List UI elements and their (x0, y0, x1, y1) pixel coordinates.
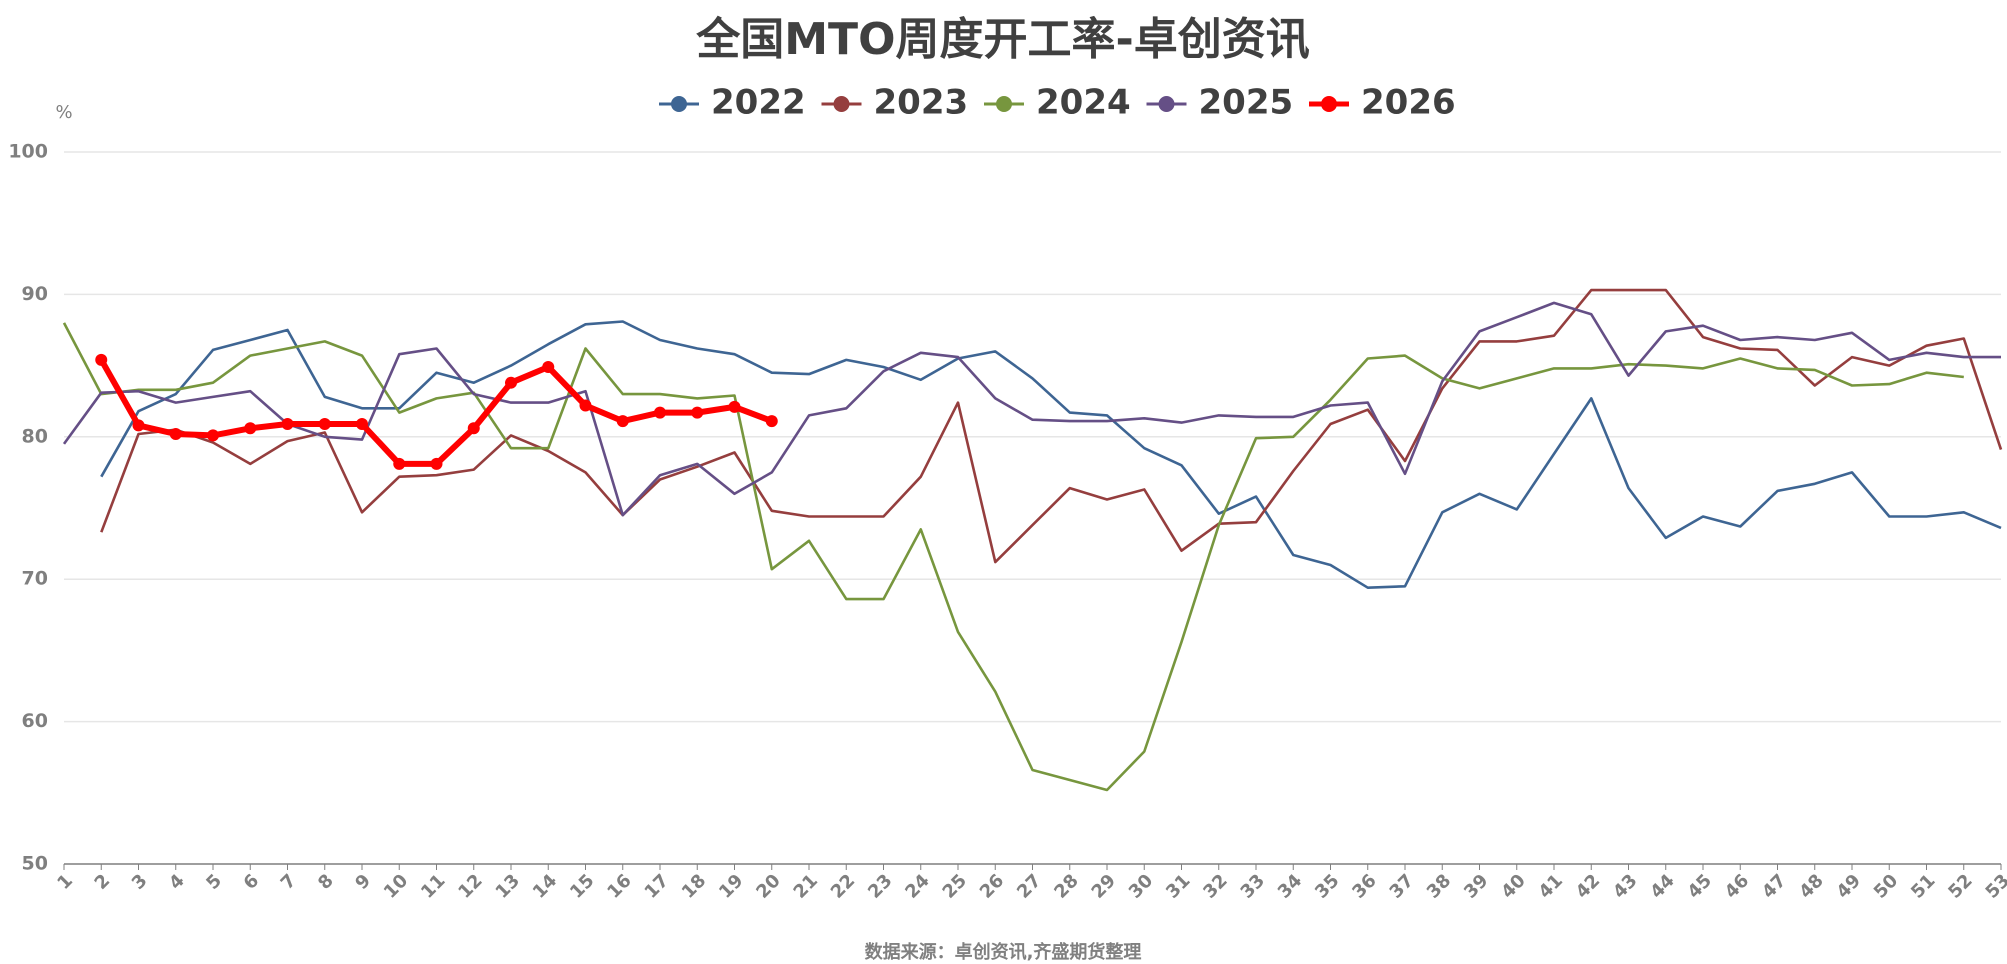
legend-marker (1321, 96, 1337, 112)
y-tick-label: 100 (8, 141, 48, 163)
x-tick-label: 38 (1423, 870, 1456, 903)
data-point (654, 406, 666, 419)
data-point (691, 406, 704, 419)
x-tick-label: 8 (314, 870, 338, 894)
legend-label: 2024 (1036, 83, 1131, 123)
x-tick-label: 44 (1646, 870, 1679, 903)
x-tick-label: 19 (715, 870, 748, 903)
legend-label: 2022 (711, 83, 806, 123)
data-point (579, 399, 592, 412)
x-tick-label: 20 (752, 870, 785, 903)
data-point (728, 400, 741, 413)
x-tick-label: 7 (277, 870, 301, 894)
x-tick-label: 21 (789, 870, 822, 903)
x-tick-label: 40 (1497, 870, 1530, 903)
x-tick-label: 28 (1050, 870, 1083, 903)
x-tick-label: 2 (91, 870, 115, 894)
x-tick-label: 49 (1833, 870, 1866, 903)
x-tick-label: 6 (240, 870, 264, 894)
x-tick-label: 47 (1758, 870, 1791, 903)
legend-label: 2026 (1361, 83, 1456, 123)
x-tick-label: 42 (1572, 870, 1605, 903)
x-tick-label: 25 (938, 870, 971, 903)
legend-marker (1158, 96, 1175, 112)
series-line (62, 301, 2001, 517)
x-tick-label: 53 (1982, 870, 2007, 903)
x-tick-label: 41 (1535, 870, 1568, 903)
y-tick-label: 70 (22, 568, 48, 590)
x-tick-label: 9 (351, 870, 375, 894)
x-tick-label: 29 (1088, 870, 1121, 903)
x-tick-label: 12 (454, 870, 487, 903)
x-tick-label: 13 (491, 870, 524, 903)
x-tick-label: 10 (380, 870, 413, 903)
x-tick-label: 11 (417, 870, 450, 903)
legend-marker (671, 96, 687, 112)
x-tick-label: 37 (1386, 870, 1419, 903)
legend-marker (996, 96, 1012, 112)
data-point (467, 422, 480, 435)
x-tick-label: 15 (566, 870, 599, 903)
x-tick-label: 14 (529, 870, 562, 903)
data-point (132, 419, 145, 432)
data-point (616, 415, 629, 428)
data-point (281, 417, 294, 430)
series-line (100, 288, 2003, 564)
y-tick-label: 90 (22, 283, 48, 305)
x-tick-label: 16 (603, 870, 636, 903)
x-tick-label: 27 (1013, 870, 1046, 903)
x-tick-label: 46 (1721, 870, 1754, 903)
y-tick-label: 60 (22, 710, 48, 732)
data-point (430, 457, 443, 470)
x-tick-label: 50 (1870, 870, 1903, 903)
x-tick-label: 1 (53, 870, 77, 894)
data-point (95, 353, 108, 366)
x-tick-label: 52 (1944, 870, 1977, 903)
x-tick-label: 26 (976, 870, 1009, 903)
legend-label: 2025 (1199, 83, 1294, 123)
x-tick-label: 30 (1125, 870, 1158, 903)
data-point (356, 417, 368, 430)
legend-label: 2023 (874, 83, 969, 123)
x-tick-label: 5 (202, 870, 226, 894)
x-tick-label: 32 (1199, 870, 1232, 903)
x-tick-label: 36 (1348, 870, 1381, 903)
data-point (207, 429, 219, 442)
data-point (318, 417, 331, 430)
source-note: 数据来源：卓创资讯,齐盛期货整理 (865, 941, 1142, 963)
y-tick-label: 80 (22, 425, 48, 447)
series-line (62, 322, 1964, 792)
x-tick-label: 22 (827, 870, 860, 903)
x-tick-label: 17 (640, 870, 673, 903)
x-tick-label: 3 (128, 870, 152, 894)
legend-marker (833, 96, 850, 112)
series-line (100, 320, 2002, 589)
x-tick-label: 48 (1795, 870, 1828, 903)
data-point (169, 427, 182, 440)
series-line (98, 358, 773, 467)
x-tick-label: 34 (1274, 870, 1307, 903)
x-tick-label: 18 (678, 870, 711, 903)
x-tick-label: 51 (1907, 870, 1940, 903)
data-point (244, 422, 257, 435)
x-tick-label: 23 (864, 870, 897, 903)
y-axis-label: % (55, 102, 72, 123)
x-tick-label: 39 (1460, 870, 1493, 903)
y-tick-label: 50 (22, 853, 48, 875)
x-tick-label: 35 (1311, 870, 1344, 903)
x-tick-label: 31 (1162, 870, 1195, 903)
x-tick-label: 4 (165, 870, 189, 894)
x-tick-label: 43 (1609, 870, 1642, 903)
data-point (393, 457, 406, 470)
data-point (765, 415, 778, 428)
x-tick-label: 33 (1237, 870, 1270, 903)
x-tick-label: 45 (1684, 870, 1717, 903)
data-point (505, 376, 517, 389)
chart-title: 全国MTO周度开工率-卓创资讯 (695, 14, 1309, 65)
x-tick-label: 24 (901, 870, 934, 903)
data-point (542, 361, 555, 374)
